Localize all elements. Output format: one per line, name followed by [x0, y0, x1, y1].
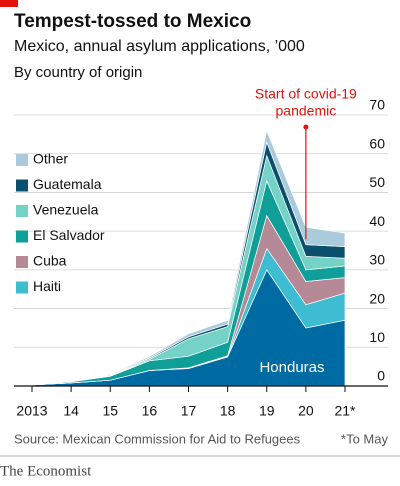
legend-swatch: [16, 230, 28, 243]
legend-swatch: [16, 281, 28, 294]
y-tick-label: 0: [377, 368, 385, 384]
legend-swatch: [16, 205, 28, 217]
y-tick-label: 50: [369, 174, 385, 190]
x-tick-label: 18: [220, 403, 236, 419]
x-tick-label: 19: [259, 403, 275, 419]
area-label: Honduras: [259, 359, 324, 376]
x-tick-label: 20: [298, 403, 314, 419]
y-tick-label: 30: [369, 252, 385, 268]
chart-title: Tempest-tossed to Mexico: [14, 11, 251, 32]
source: Source: Mexican Commission for Aid to Re…: [14, 431, 301, 446]
legend-label: El Salvador: [33, 227, 105, 243]
x-tick-label: 17: [181, 403, 197, 419]
legend-label: Other: [33, 151, 68, 167]
y-tick-label: 60: [369, 135, 385, 151]
legend-swatch: [16, 179, 28, 192]
legend-label: Guatemala: [33, 176, 102, 192]
legend-swatch: [16, 256, 28, 268]
chart-subtitle: By country of origin: [14, 64, 142, 81]
annotation-text: Start of covid-19: [255, 86, 357, 102]
y-tick-label: 70: [369, 97, 385, 113]
x-tick-label: 16: [142, 403, 158, 419]
legend-swatch: [16, 154, 28, 166]
x-tick-label: 14: [63, 403, 79, 419]
note: *To May: [341, 431, 388, 446]
y-tick-label: 10: [369, 329, 385, 345]
legend-label: Haiti: [33, 278, 61, 294]
brand-tag: [0, 0, 18, 7]
area: [31, 129, 346, 385]
y-tick-label: 20: [369, 290, 385, 306]
brand: The Economist: [0, 463, 92, 479]
y-tick-label: 40: [369, 213, 385, 229]
annotation-text: pandemic: [276, 103, 337, 119]
x-tick-label: 15: [102, 403, 118, 419]
x-tick-label: 21*: [334, 403, 356, 419]
legend-label: Cuba: [33, 253, 67, 269]
x-tick-label: 2013: [16, 403, 47, 419]
legend-label: Venezuela: [33, 202, 99, 218]
annotation-dot: [303, 124, 309, 130]
chart-subtitle: Mexico, annual asylum applications, ’000: [14, 38, 305, 55]
